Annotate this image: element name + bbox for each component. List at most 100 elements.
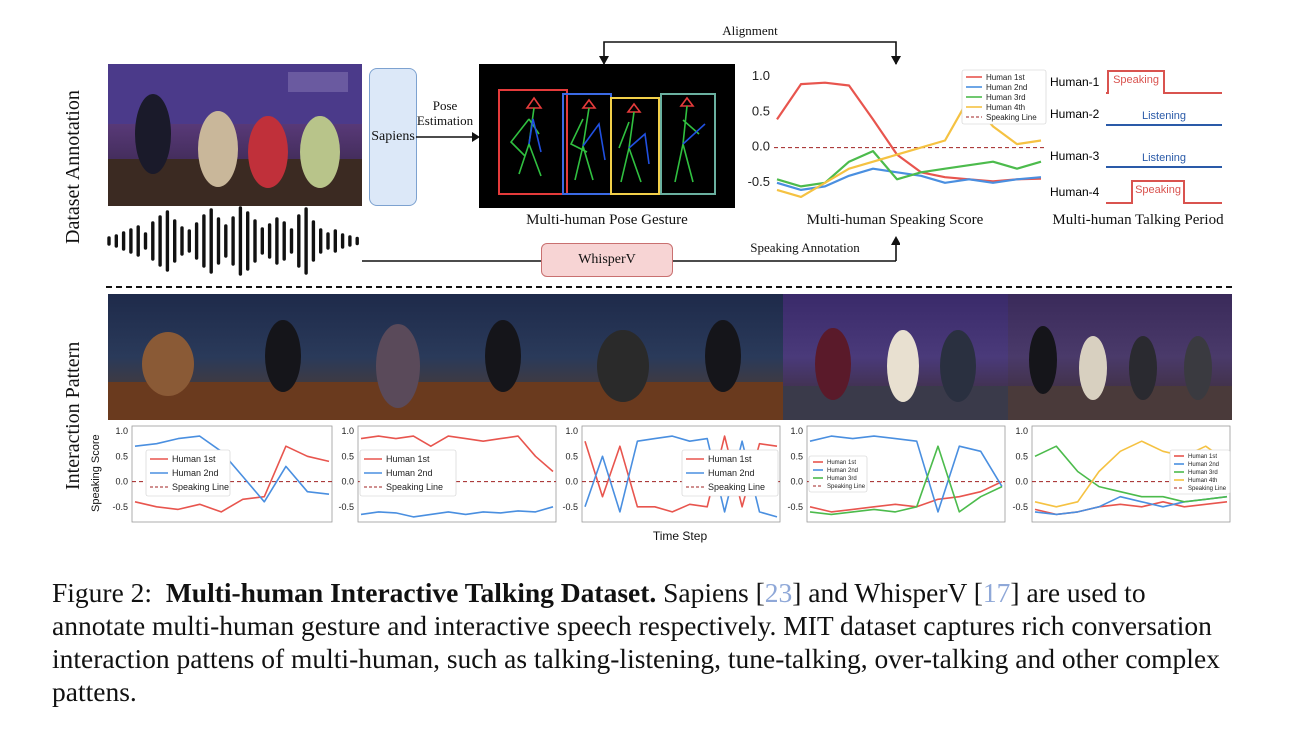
- talkshow-photo-top: [108, 64, 362, 206]
- whisperv-label: WhisperV: [578, 252, 636, 267]
- series-line: [776, 167, 1042, 192]
- interaction-chart-3: 1.0 0.5 0.0 -0.5 Human 1st Human 2nd Speaking …: [562, 425, 781, 523]
- legend-label: Speaking Line: [386, 482, 443, 492]
- y-tick-label: -0.5: [112, 502, 128, 512]
- citation-17[interactable]: 17: [982, 577, 1011, 608]
- series-line: [809, 480, 1003, 513]
- sapiens-box: Sapiens: [369, 68, 417, 206]
- interaction-chart-2: 1.0 0.5 0.0 -0.5 Human 1st Human 2nd Speaking …: [338, 425, 557, 523]
- caption-text-2: ] and WhisperV [: [792, 577, 983, 608]
- legend-box: [1169, 449, 1231, 495]
- legend-label: Human 2nd: [1188, 462, 1219, 468]
- talking-period-panel: Human-1 Speaking Human-2 Listening Human-3 Li…: [1050, 70, 1222, 204]
- legend-label: Speaking Line: [986, 113, 1037, 122]
- speaking-panel-title: Multi-human Speaking Score: [806, 212, 984, 228]
- figure-caption: Figure 2: Multi-human Interactive Talkin…: [52, 576, 1242, 708]
- talk-row-label: Human-3: [1050, 149, 1100, 163]
- bottom-xlabel: Time Step: [652, 529, 708, 543]
- legend-label: Human 4th: [1188, 478, 1217, 484]
- caption-bold: Multi-human Interactive Talking Dataset.: [165, 577, 657, 608]
- y-tick-label: -0.5: [748, 174, 770, 189]
- legend-box: [145, 449, 231, 497]
- legend-label: Human 3rd: [827, 476, 857, 482]
- legend-label: Human 4th: [986, 103, 1025, 112]
- legend-label: Speaking Line: [827, 484, 866, 490]
- talk-row-line: [1106, 70, 1222, 94]
- y-tick-label: 0.0: [1015, 477, 1028, 487]
- pose-estimation-label: Pose Estimation: [416, 98, 474, 128]
- y-tick-label: 0.0: [790, 477, 803, 487]
- interaction-chart-5: 1.0 0.5 0.0 -0.5 Human 1st Human 2nd Human 3rd…: [1012, 425, 1231, 523]
- alignment-arrow: [599, 41, 901, 65]
- legend-label: Human 3rd: [986, 93, 1026, 102]
- y-tick-label: 0.0: [752, 139, 770, 154]
- caption-text-1: Sapiens [: [656, 577, 765, 608]
- talk-row-label: Human-4: [1050, 185, 1100, 199]
- legend-box: [961, 69, 1047, 125]
- legend-label: Human 1st: [172, 454, 216, 464]
- interaction-photo-5: [1008, 294, 1232, 420]
- legend-label: Speaking Line: [708, 482, 765, 492]
- talking-panel-title: Multi-human Talking Period: [1052, 212, 1224, 228]
- legend-label: Human 1st: [827, 460, 856, 466]
- interaction-photo-3: [558, 294, 783, 420]
- pose-estimation-arrow: [416, 132, 480, 142]
- speaking-annotation-label: Speaking Annotation: [750, 240, 860, 255]
- y-tick-label: 0.5: [1015, 451, 1028, 461]
- interaction-photo-1: [108, 294, 333, 420]
- y-tick-label: 0.5: [115, 451, 128, 461]
- talk-row-label: Human-1: [1050, 75, 1100, 89]
- talk-row-state: Speaking: [1113, 74, 1159, 86]
- series-line: [776, 81, 1042, 183]
- section-label-interaction-pattern: Interaction Pattern: [62, 341, 84, 490]
- y-tick-label: 0.0: [565, 477, 578, 487]
- legend-label: Human 1st: [386, 454, 430, 464]
- legend-label: Human 1st: [708, 454, 752, 464]
- talk-row-state: Speaking: [1135, 184, 1181, 196]
- alignment-label: Alignment: [722, 23, 778, 38]
- series-line: [809, 445, 1003, 516]
- speaking-annotation-arrow: [362, 236, 900, 262]
- talk-row-state: Listening: [1142, 152, 1186, 164]
- y-tick-label: 1.0: [341, 426, 354, 436]
- y-tick-label: 1.0: [565, 426, 578, 436]
- y-tick-label: 0.5: [752, 103, 770, 118]
- series-line: [1034, 445, 1228, 503]
- talk-row-line: [1106, 180, 1222, 204]
- section-divider: [106, 286, 1232, 288]
- whisperv-box: WhisperV: [541, 243, 673, 277]
- y-tick-label: -0.5: [562, 502, 578, 512]
- citation-23[interactable]: 23: [764, 577, 793, 608]
- y-tick-label: 1.0: [752, 68, 770, 83]
- y-tick-label: 0.5: [341, 451, 354, 461]
- legend-label: Speaking Line: [172, 482, 229, 492]
- y-tick-label: 1.0: [790, 426, 803, 436]
- series-line: [809, 435, 1003, 513]
- bottom-ylabel: Speaking Score: [90, 434, 102, 512]
- y-tick-label: 0.5: [790, 451, 803, 461]
- y-tick-label: -0.5: [338, 502, 354, 512]
- y-tick-label: -0.5: [1012, 502, 1028, 512]
- pose-gesture-panel: [479, 64, 735, 208]
- legend-label: Human 3rd: [1188, 470, 1218, 476]
- y-tick-label: 0.0: [115, 477, 128, 487]
- pose-panel-title: Multi-human Pose Gesture: [526, 212, 688, 228]
- series-line: [134, 435, 330, 503]
- legend-label: Human 2nd: [827, 468, 858, 474]
- legend-label: Human 2nd: [386, 468, 433, 478]
- interaction-chart-4: 1.0 0.5 0.0 -0.5 Human 1st Human 2nd Human 3rd…: [787, 425, 1006, 523]
- legend-box: [681, 449, 779, 497]
- y-tick-label: 0.0: [341, 477, 354, 487]
- talk-row-label: Human-2: [1050, 107, 1100, 121]
- audio-waveform: [107, 206, 359, 276]
- section-label-dataset-annotation: Dataset Annotation: [62, 90, 84, 244]
- legend-box: [359, 449, 457, 497]
- legend-label: Human 1st: [986, 73, 1025, 82]
- legend-label: Speaking Line: [1188, 486, 1227, 492]
- interaction-chart-1: 1.0 0.5 0.0 -0.5 Human 1st Human 2nd Speaking …: [112, 425, 333, 523]
- y-tick-label: 1.0: [115, 426, 128, 436]
- talk-row-state: Listening: [1142, 110, 1186, 122]
- y-tick-label: -0.5: [787, 502, 803, 512]
- legend-label: Human 2nd: [986, 83, 1027, 92]
